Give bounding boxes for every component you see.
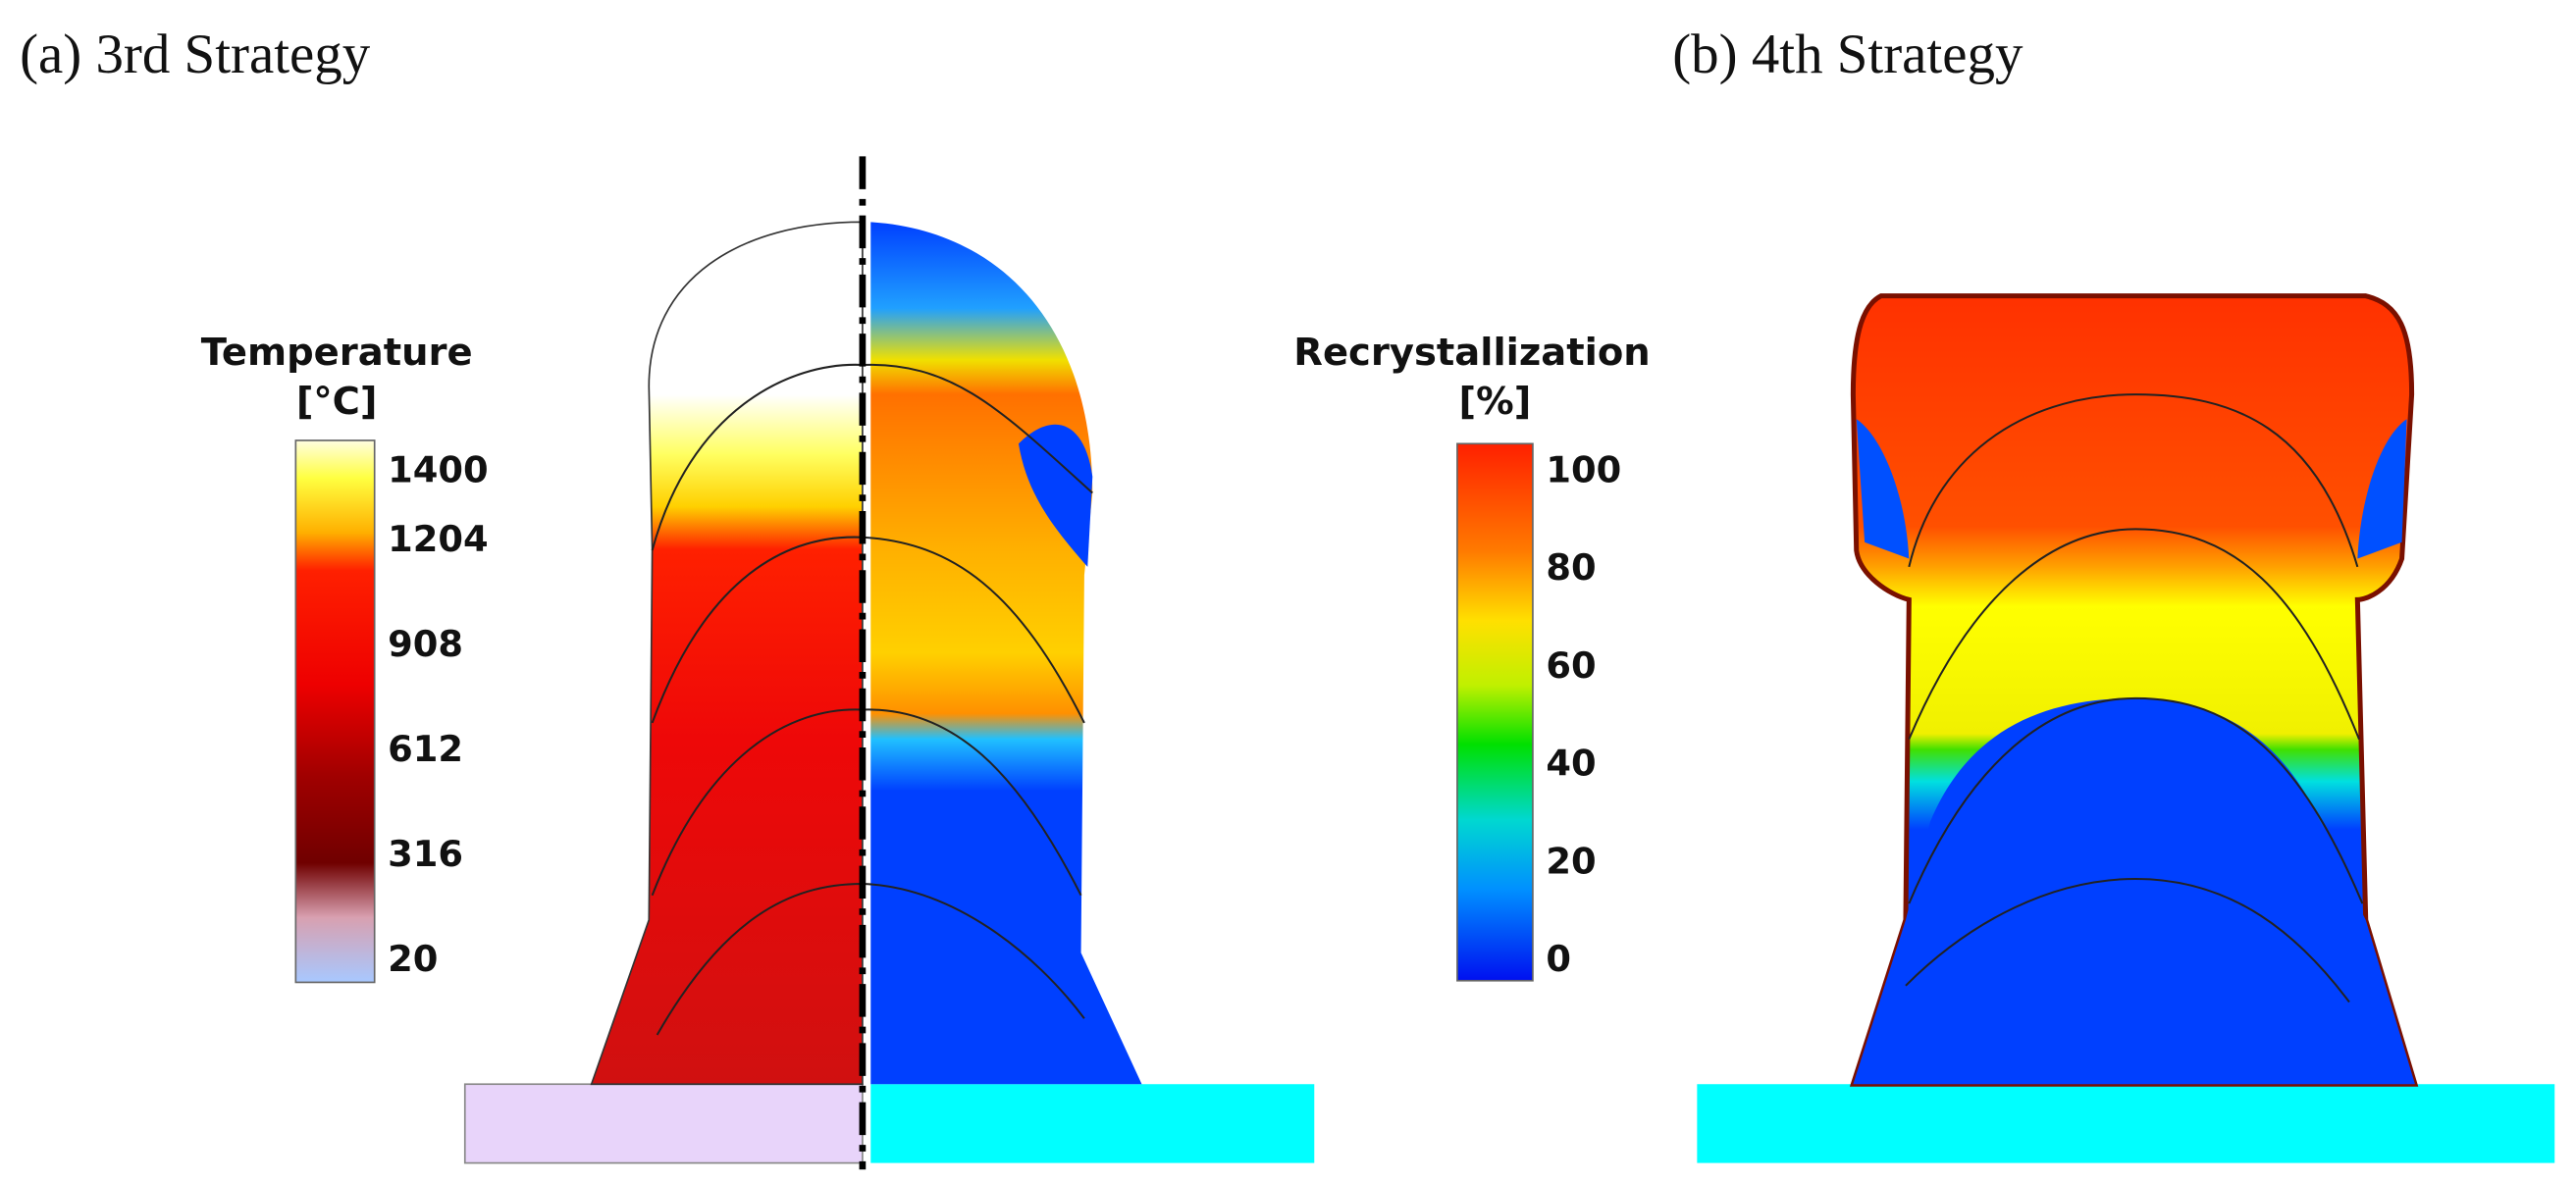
- panel-title: (a) 3rd Strategy: [20, 24, 371, 85]
- colorbar-tick-label: 316: [388, 833, 463, 875]
- colorbar-tick-label: 60: [1546, 644, 1596, 687]
- panel-title: (b) 4th Strategy: [1672, 24, 2024, 85]
- colorbar: [294, 439, 376, 984]
- colorbar-title: Temperature: [201, 331, 473, 375]
- colorbar-tick-label: 1400: [388, 448, 489, 490]
- colorbar-unit: [°C]: [296, 380, 378, 424]
- colorbar-tick-label: 908: [388, 623, 463, 665]
- colorbar-tick-label: 100: [1546, 448, 1621, 490]
- colorbar-tick-label: 0: [1546, 938, 1571, 980]
- base-plate: [1697, 1084, 2555, 1163]
- colorbar-tick-label: 612: [388, 728, 463, 770]
- colorbar: [1456, 442, 1534, 982]
- cold-zone: [1018, 424, 1093, 567]
- colorbar-title: Recrystallization: [1293, 331, 1650, 375]
- cold-core: [1853, 697, 2415, 1085]
- colorbar-tick-label: 20: [1546, 840, 1596, 882]
- specimen-left: [590, 221, 864, 1086]
- base-plate: [463, 1083, 864, 1164]
- colorbar-unit: [%]: [1459, 380, 1532, 424]
- specimen-right: [870, 222, 1142, 1085]
- colorbar-tick-label: 80: [1546, 546, 1596, 589]
- base-plate: [870, 1084, 1315, 1163]
- layer-lines: [1905, 393, 2364, 1003]
- colorbar-tick-label: 1204: [388, 518, 489, 560]
- colorbar-tick-label: 20: [388, 938, 438, 980]
- colorbar-tick-label: 40: [1546, 743, 1596, 785]
